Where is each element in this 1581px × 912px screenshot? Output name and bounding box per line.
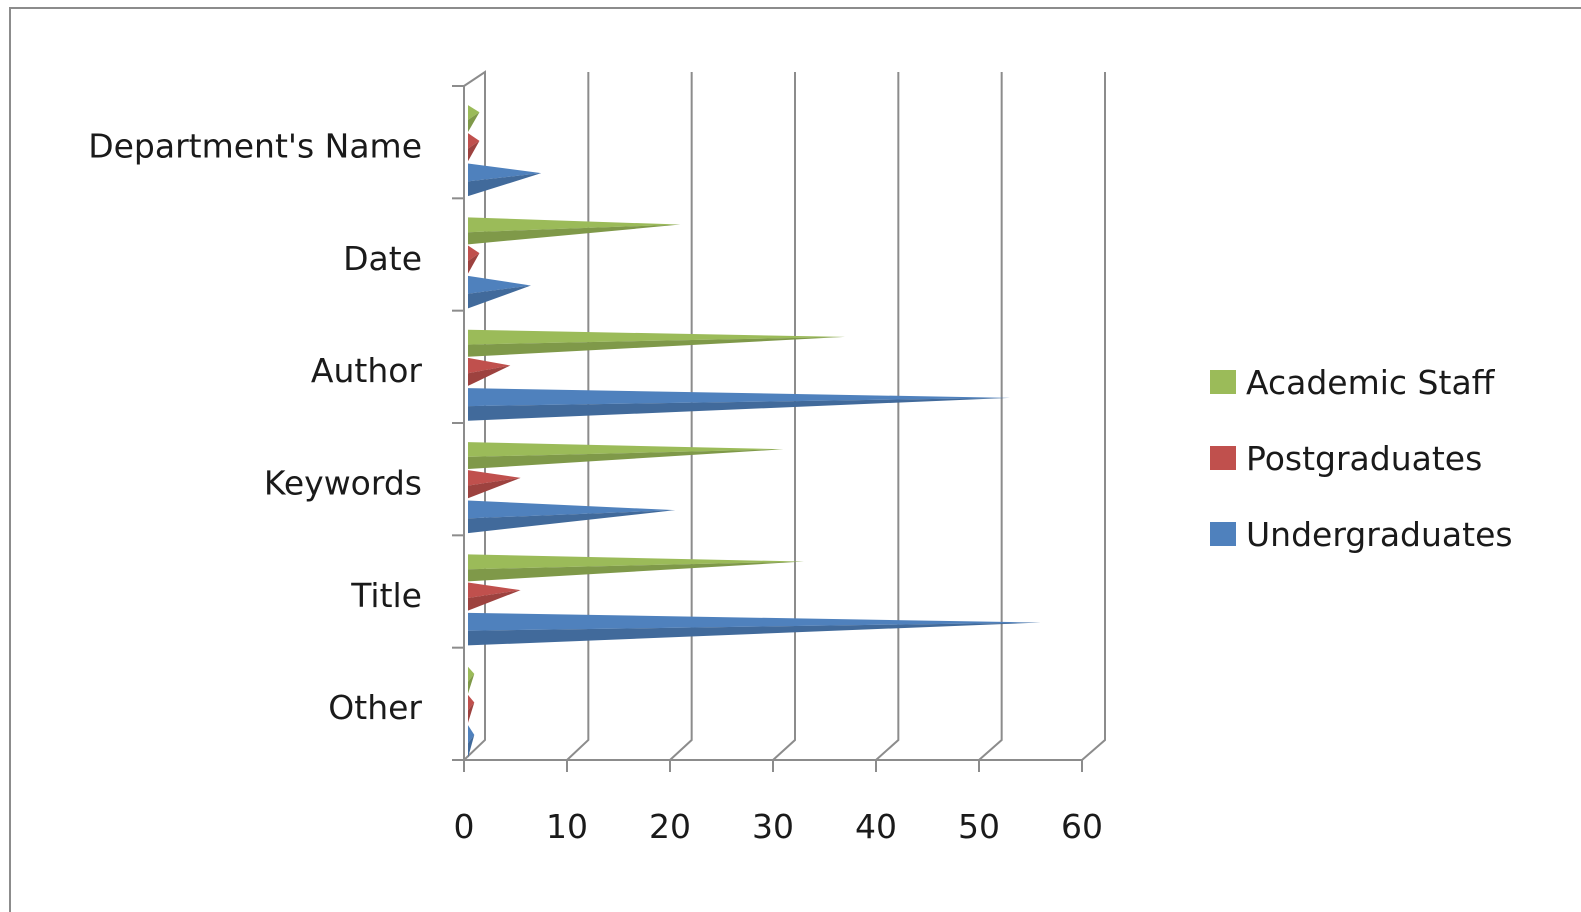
cone-postgraduates-other [468,694,475,723]
gridline-20 [669,72,693,761]
cone-academic-staff-title [468,554,804,582]
x-tick-label-40: 40 [855,807,897,846]
cone-postgraduates-title [468,582,521,611]
cone-undergraduates-date [468,275,531,309]
gridline-40 [875,72,900,761]
cone-academic-staff-other [468,666,475,694]
cone-undergraduates-author [468,388,1010,421]
gridline-10 [566,72,590,761]
x-tick-label-0: 0 [454,807,475,846]
gridlines [566,72,1106,761]
cone-postgraduates-author [468,357,511,386]
legend-item-postgraduates: Postgraduates [1210,439,1482,478]
cone-undergraduates-title [468,612,1041,646]
legend: Academic Staff Postgraduates Undergraduate… [1210,363,1513,554]
gridline-60 [1081,72,1106,761]
cone-postgraduates-department-s-name [468,133,480,162]
x-tick-label-30: 30 [752,807,794,846]
category-label-other: Other [328,688,422,727]
cone-undergraduates-other [468,725,475,758]
category-label-keywords: Keywords [264,464,422,503]
category-label-date: Date [343,239,422,278]
gridline-30 [772,72,796,761]
category-label-title: Title [350,576,422,615]
cone-postgraduates-date [468,245,480,274]
legend-swatch-academic-staff [1210,370,1236,394]
x-tick-label-10: 10 [546,807,588,846]
legend-item-academic-staff: Academic Staff [1210,363,1496,402]
cone-academic-staff-author [468,329,846,357]
legend-label-postgraduates: Postgraduates [1246,439,1482,478]
cone-undergraduates-department-s-name [468,163,542,197]
x-tick-label-20: 20 [649,807,691,846]
cone-bars [468,105,1041,758]
x-tick-label-50: 50 [958,807,1000,846]
legend-label-undergraduates: Undergraduates [1246,515,1513,554]
cone-postgraduates-keywords [468,470,521,499]
axes [452,70,1083,772]
category-labels: Department's Name Date Author Keywords Title… [88,127,422,728]
cone-undergraduates-keywords [468,500,676,534]
legend-item-undergraduates: Undergraduates [1210,515,1513,554]
cone-academic-staff-date [468,217,681,245]
legend-swatch-postgraduates [1210,446,1236,470]
gridline-50 [978,72,1003,761]
legend-label-academic-staff: Academic Staff [1246,363,1496,402]
cone-academic-staff-keywords [468,442,784,470]
cone-academic-staff-department-s-name [468,105,480,133]
category-label-author: Author [311,351,423,390]
legend-swatch-undergraduates [1210,522,1236,546]
x-tick-label-60: 60 [1061,807,1103,846]
category-label-department-s-name: Department's Name [88,127,422,166]
value-tick-labels: 0 10 20 30 40 50 60 [454,807,1104,846]
